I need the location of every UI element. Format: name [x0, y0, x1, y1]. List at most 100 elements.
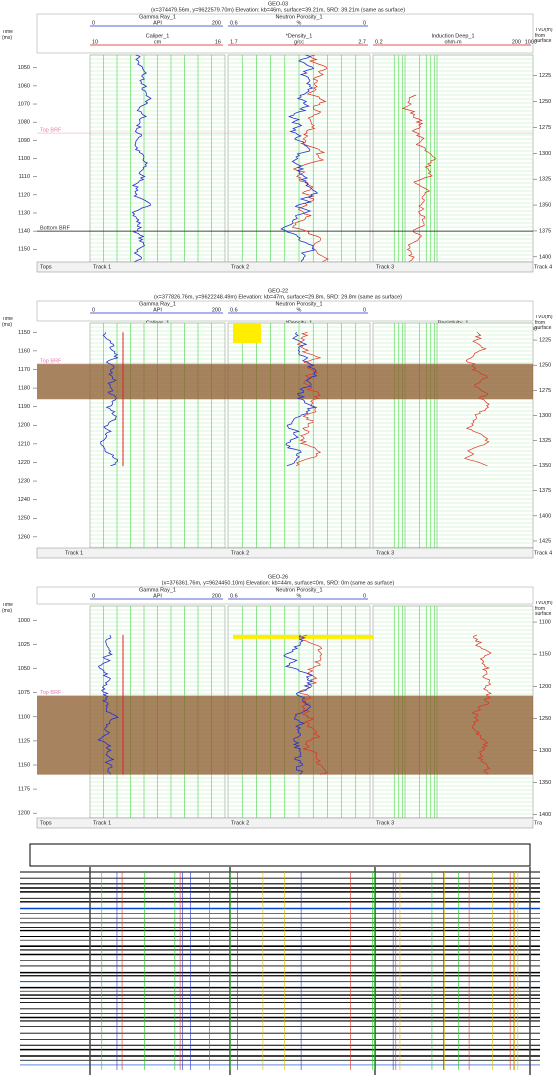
time-tick-label: 1125 — [18, 738, 30, 744]
tvd-label: TVD(m) from surface — [535, 315, 553, 331]
time-tick-label: 1075 — [18, 690, 30, 696]
curve-name: Gamma Ray_1 — [139, 301, 176, 307]
tvd-tick-label: 1250 — [539, 99, 551, 105]
log-curve — [464, 332, 490, 467]
tvd-tick-label: 1375 — [539, 488, 551, 494]
curve-unit: % — [297, 593, 302, 599]
tvd-tick-label: 1225 — [539, 73, 551, 79]
curve-unit: g/cc — [294, 39, 304, 45]
density-fill — [233, 323, 261, 343]
time-tick-label: 1175 — [18, 787, 30, 793]
density-fill — [233, 634, 373, 639]
tvd-tick-label: 1225 — [539, 338, 551, 344]
track-label: Track 1 — [65, 550, 83, 556]
curve-scale-value: 0.2 — [375, 39, 383, 45]
curve-scale-value: 200 — [212, 593, 221, 599]
header-box — [36, 300, 534, 322]
curve-unit: cm — [154, 39, 162, 45]
top-label: Top BRF — [40, 128, 62, 134]
time-tick-label: 1050 — [18, 65, 30, 71]
tvd-label-box: TVD(m) from surface — [535, 601, 553, 617]
footer-bar — [36, 547, 534, 559]
tvd-tick-label: 1275 — [539, 125, 551, 131]
track-label: Tra — [534, 820, 543, 826]
curve-name: *Density_1 — [286, 33, 313, 39]
well-name: GEO-26 — [268, 574, 288, 580]
well-location: (x=376361.76m, y=9624450.10m) Elevation:… — [162, 580, 395, 586]
track-label: Track 2 — [231, 264, 249, 270]
log-curve — [280, 54, 319, 263]
curve-name: Neutron Porosity_1 — [275, 587, 322, 593]
curve-name: Caliper_1 — [146, 33, 170, 39]
curve-scale-value: 16 — [215, 39, 221, 45]
curve-unit: ohm-m — [444, 39, 462, 45]
curve-unit: API — [153, 20, 162, 26]
tvd-tick-label: 1275 — [539, 388, 551, 394]
curve-scale-value: 200 — [212, 20, 221, 26]
top-zone — [37, 363, 533, 400]
time-tick-label: 1000 — [18, 618, 30, 624]
top-label: Top BRF — [40, 358, 62, 364]
time-tick-label: 1200 — [18, 811, 30, 817]
track-label: Track 4 — [534, 264, 552, 270]
tvd-label-box: TVD(m) from surface — [535, 28, 553, 44]
curve-scale-value: 0 — [363, 593, 366, 599]
track-label: Track 3 — [376, 550, 394, 556]
well-location: (x=377826.76m, y=9622248.49m) Elevation:… — [154, 294, 402, 300]
time-tick-label: 1150 — [18, 247, 30, 253]
track — [372, 322, 534, 549]
time-tick-label: 1180 — [18, 386, 30, 392]
glitch-header — [29, 843, 531, 867]
time-tick-label: 1025 — [18, 642, 30, 648]
log-curve — [131, 54, 152, 263]
time-tick-label: 1200 — [18, 423, 30, 429]
tvd-tick-label: 1300 — [539, 413, 551, 419]
time-tick-label: 1190 — [18, 404, 30, 410]
curve-unit: % — [297, 307, 302, 313]
time-tick-label: 1100 — [18, 156, 30, 162]
curve-scale-value: 1.7 — [230, 39, 238, 45]
curve-scale-value: 0 — [363, 307, 366, 313]
curve-name: Gamma Ray_1 — [139, 587, 176, 593]
tvd-tick-label: 1375 — [539, 228, 551, 234]
time-tick-label: 1240 — [18, 497, 30, 503]
footer-bar — [36, 261, 534, 273]
curve-name: Neutron Porosity_1 — [275, 14, 322, 20]
track-label: Track 1 — [93, 264, 111, 270]
time-tick-label: 1120 — [18, 192, 30, 198]
log-curve — [295, 331, 322, 467]
tvd-tick-label: 1100 — [539, 620, 551, 626]
time-label: Time (ms) — [2, 317, 13, 328]
tvd-label: TVD(m) from surface — [535, 601, 553, 617]
curve-unit: % — [297, 20, 302, 26]
curve-name: Induction Deep_1 — [431, 33, 474, 39]
tvd-tick-label: 1325 — [539, 438, 551, 444]
time-tick-label: 1100 — [18, 714, 30, 720]
tvd-tick-label: 1400 — [539, 812, 551, 818]
curve-scale-value: 200 — [512, 39, 521, 45]
log-curve — [471, 634, 492, 775]
track-label: Track 1 — [93, 820, 111, 826]
time-tick-label: 1150 — [18, 330, 30, 336]
curve-scale-value: 10 — [92, 39, 98, 45]
time-label-box: Time (ms) — [2, 317, 13, 328]
tvd-tick-label: 1300 — [539, 151, 551, 157]
time-tick-label: 1110 — [19, 174, 30, 180]
curve-scale-value: 200 — [212, 307, 221, 313]
tvd-tick-label: 1350 — [539, 780, 551, 786]
top-label: Bottom BRF — [40, 226, 71, 232]
tvd-label: TVD(m) from surface — [535, 28, 553, 44]
time-label: Time (ms) — [2, 30, 13, 41]
track-label: Track 2 — [231, 820, 249, 826]
curve-name: Neutron Porosity_1 — [275, 301, 322, 307]
well-location: (x=374479.56m, y=9622579.70m) Elevation:… — [151, 7, 405, 13]
log-curve — [283, 634, 314, 775]
tvd-tick-label: 1250 — [539, 363, 551, 369]
header-box — [36, 586, 534, 605]
curve-scale-value: 0 — [363, 20, 366, 26]
glitch-panel — [0, 832, 556, 1083]
time-label: Time (ms) — [2, 603, 13, 614]
tvd-tick-label: 1250 — [539, 716, 551, 722]
time-tick-label: 1260 — [18, 534, 30, 540]
